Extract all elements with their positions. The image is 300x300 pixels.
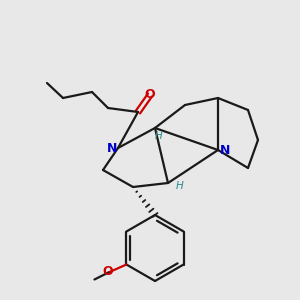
Text: O: O <box>145 88 155 100</box>
Text: N: N <box>107 142 117 155</box>
Text: H: H <box>155 131 163 141</box>
Text: H: H <box>176 181 184 191</box>
Text: N: N <box>220 143 230 157</box>
Text: O: O <box>102 265 113 278</box>
